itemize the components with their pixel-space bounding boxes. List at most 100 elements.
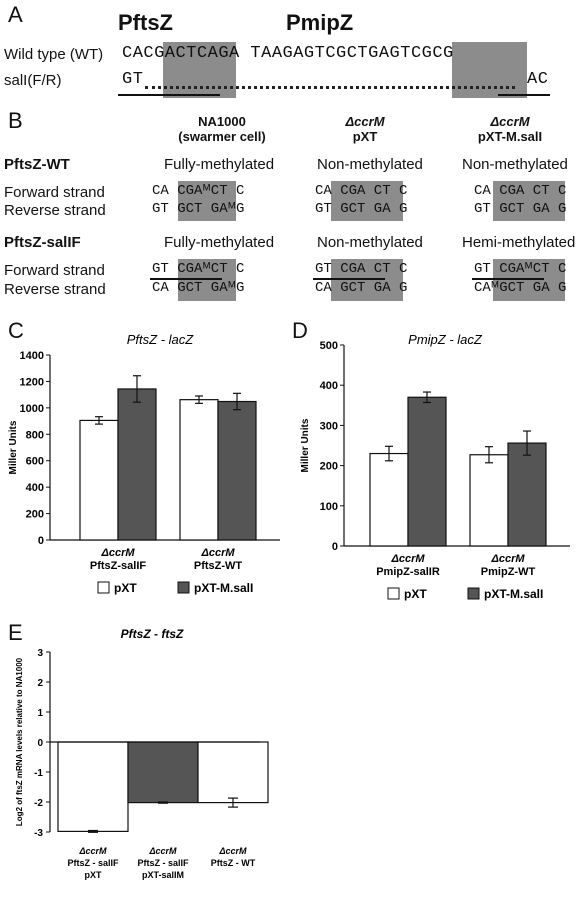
col-header-3-line2: pXT-M.salI — [477, 129, 543, 144]
category-label-2-line2: PftsZ - WT — [211, 858, 256, 868]
chart-c: PftsZ - lacZ Miller Units 0 200 400 600 800 100… — [8, 332, 280, 595]
sali-label: salI(F/R) — [4, 72, 62, 89]
category-label-1-line2: PmipZ-WT — [481, 566, 536, 578]
category-label-0-line2: PmipZ-salIR — [376, 566, 440, 578]
underline-b3 — [472, 278, 544, 280]
y-tick-label-4: 1 — [37, 708, 43, 719]
bar-0-pXT — [79, 419, 119, 541]
panel-a-letter: A — [8, 2, 23, 27]
group-2-reverse-label: Reverse strand — [4, 281, 106, 298]
bar-2 — [197, 741, 269, 804]
underline-b1 — [150, 278, 222, 280]
col-header-1: NA1000 (swarmer cell) — [162, 114, 282, 144]
b-highlight-6 — [493, 259, 565, 301]
col-header-2: ΔccrM pXT — [310, 114, 420, 144]
y-tick-label-6: 3 — [37, 648, 43, 659]
y-tick-label-5: 500 — [320, 340, 338, 352]
group-2-status-3: Hemi-methylated — [462, 234, 576, 251]
y-tick-label-0: 0 — [332, 541, 338, 553]
category-label-1-line1: ΔccrM — [148, 846, 177, 856]
y-tick-label-2: 400 — [26, 482, 44, 494]
group-1-reverse-3: GT GCT GA G — [474, 201, 567, 217]
y-tick-label-5: 1000 — [20, 403, 44, 415]
wt-sequence: CACGACTCAGA TAAGAGTCGCTGAGTCGCG — [122, 44, 454, 63]
col-header-3-line1: ΔccrM — [490, 114, 530, 129]
group-1-forward-3: CA CGA CT C — [474, 183, 567, 199]
b-highlight-5 — [331, 259, 403, 301]
group-2-reverse-1: CA GCT GAᴹG — [152, 280, 245, 296]
b-highlight-3 — [493, 181, 565, 221]
legend-swatch-1 — [177, 581, 190, 594]
legend-label-1: pXT-M.salI — [484, 587, 543, 601]
bar-1-pXT-M.salI — [507, 442, 547, 547]
panel-c-letter: C — [8, 318, 24, 343]
sali-sequence-end: AC — [527, 70, 549, 89]
category-label-2-line1: ΔccrM — [218, 846, 247, 856]
chart-e: PftsZ - ftsZ Log2 of ftsZ mRNA levels rel… — [15, 627, 269, 880]
group-2-status-1: Fully-methylated — [164, 234, 275, 251]
underline-a1 — [118, 94, 220, 96]
y-tick-label-7: 1400 — [20, 350, 44, 362]
y-axis-label: Log2 of ftsZ mRNA levels relative to NA1… — [15, 657, 24, 826]
group-2-reverse-2: CA GCT GA G — [315, 280, 408, 296]
y-tick-label-2: -1 — [34, 768, 43, 779]
category-label-0-line2: PftsZ-salIF — [90, 560, 147, 572]
y-tick-label-1: 100 — [320, 501, 338, 513]
group-2-name: PftsZ-salIF — [4, 234, 81, 251]
category-label-1-line3: pXT-salIM — [142, 870, 184, 880]
b-highlight-1 — [178, 181, 236, 221]
y-tick-label-5: 2 — [37, 678, 43, 689]
bar-0-pXT-M.salI — [117, 388, 157, 541]
group-2-forward-label: Forward strand — [4, 262, 105, 279]
y-tick-label-3: 300 — [320, 420, 338, 432]
bar-0-pXT-M.salI — [407, 396, 447, 547]
y-tick-label-3: 0 — [37, 738, 43, 749]
b-highlight-4 — [178, 259, 236, 301]
sequence-highlight-2 — [452, 42, 527, 98]
group-1-status-2: Non-methylated — [317, 156, 423, 173]
col-header-3: ΔccrM pXT-M.salI — [450, 114, 570, 144]
panel-b-letter: B — [8, 108, 23, 133]
legend-label-0: pXT — [114, 581, 137, 595]
sali-sequence-start: GT — [122, 70, 144, 89]
y-tick-label-3: 600 — [26, 456, 44, 468]
y-tick-label-0: -3 — [34, 828, 43, 839]
chart-title: PmipZ - lacZ — [408, 332, 483, 347]
category-label-1-line1: ΔccrM — [490, 553, 525, 565]
chart-title: PftsZ - lacZ — [127, 332, 195, 347]
group-2-status-2: Non-methylated — [317, 234, 423, 251]
pmipz-title: PmipZ — [286, 10, 354, 35]
y-axis-label: Miller Units — [300, 418, 311, 472]
group-1-forward-label: Forward strand — [4, 184, 105, 201]
group-2-forward-1: GT CGAᴹCT C — [152, 261, 245, 277]
group-1-reverse-label: Reverse strand — [4, 202, 106, 219]
y-tick-label-1: 200 — [26, 509, 44, 521]
col-header-2-line1: ΔccrM — [345, 114, 385, 129]
group-1-forward-2: CA CGA CT C — [315, 183, 408, 199]
col-header-2-line2: pXT — [352, 129, 378, 144]
category-label-1-line1: ΔccrM — [200, 547, 235, 559]
group-1-name: PftsZ-WT — [4, 156, 70, 173]
group-2-reverse-3: CAᴹGCT GA G — [474, 280, 567, 296]
group-1-status-1: Fully-methylated — [164, 156, 275, 173]
y-tick-label-6: 1200 — [20, 376, 44, 388]
category-label-1-line2: PftsZ - salIF — [137, 858, 189, 868]
bar-0 — [57, 741, 129, 833]
legend-swatch-0 — [387, 587, 400, 600]
b-highlight-2 — [331, 181, 403, 221]
group-2-forward-2: GT CGA CT C — [315, 261, 408, 277]
category-label-0-line1: ΔccrM — [78, 846, 107, 856]
category-label-0-line1: ΔccrM — [390, 553, 425, 565]
category-label-1-line2: PftsZ-WT — [194, 560, 243, 572]
y-tick-label-2: 200 — [320, 461, 338, 473]
legend-swatch-0 — [97, 581, 110, 594]
legend-label-1: pXT-M.salI — [194, 581, 253, 595]
group-1-forward-1: CA CGAᴹCT C — [152, 183, 245, 199]
chart-title: PftsZ - ftsZ — [121, 627, 184, 641]
y-tick-label-4: 800 — [26, 429, 44, 441]
group-1-status-3: Non-methylated — [462, 156, 568, 173]
legend-label-0: pXT — [404, 587, 427, 601]
bar-1-pXT — [179, 399, 219, 541]
bar-1-pXT — [469, 454, 509, 547]
wt-label: Wild type (WT) — [4, 46, 104, 63]
